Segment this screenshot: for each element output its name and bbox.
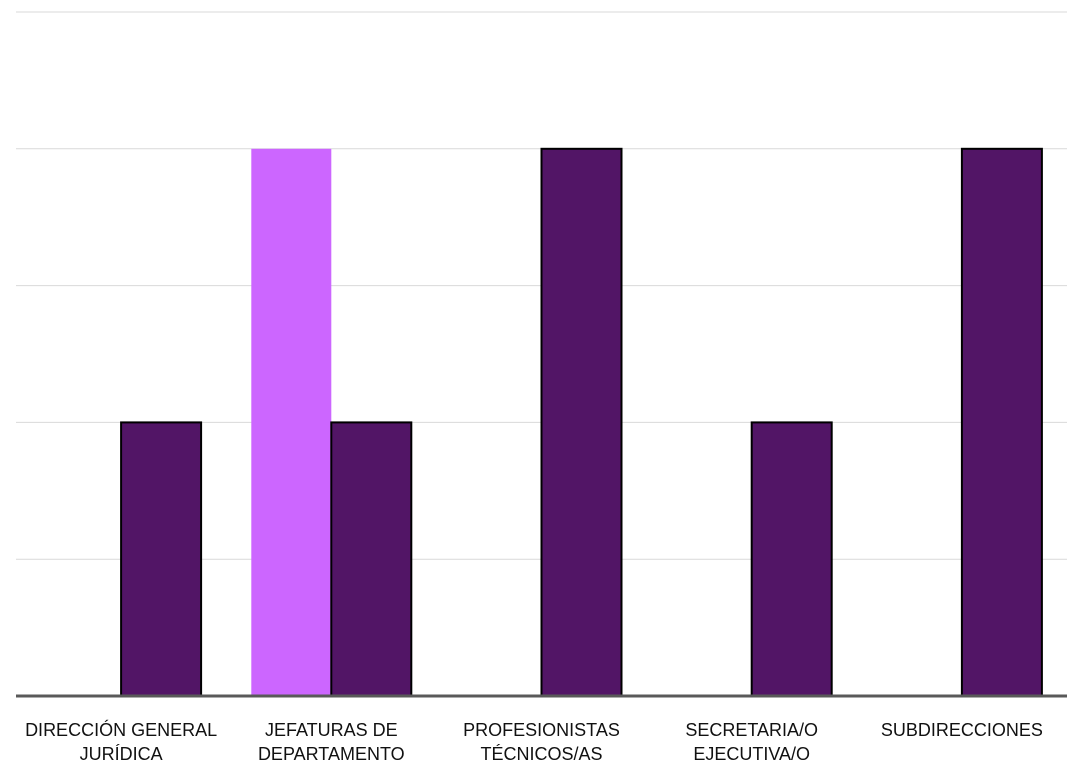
bar-series1-cat1	[330, 421, 413, 697]
x-tick-label-3-line1: EJECUTIVA/O	[693, 744, 810, 764]
bar-series0-cat1	[251, 148, 332, 697]
bar-series1-cat3	[750, 421, 833, 697]
x-tick-label-1-line0: JEFATURAS DE	[265, 720, 398, 740]
x-tick-label-2-line0: PROFESIONISTAS	[463, 720, 620, 740]
x-tick-label-1-line1: DEPARTAMENTO	[258, 744, 405, 764]
x-tick-label-3-line0: SECRETARIA/O	[685, 720, 818, 740]
x-tick-label-4-line0: SUBDIRECCIONES	[881, 720, 1043, 740]
x-tick-label-2-line1: TÉCNICOS/AS	[480, 744, 602, 764]
x-tick-labels: DIRECCIÓN GENERAL JURÍDICA JEFATURAS DE DEP…	[25, 719, 1043, 764]
bar-series1-cat2	[540, 147, 623, 698]
x-tick-label-0-line0: DIRECCIÓN GENERAL	[25, 719, 217, 740]
bar-series1-cat4	[960, 147, 1043, 698]
x-tick-label-0-line1: JURÍDICA	[80, 744, 163, 764]
bars	[120, 147, 1043, 698]
bar-series1-cat0	[120, 421, 203, 697]
